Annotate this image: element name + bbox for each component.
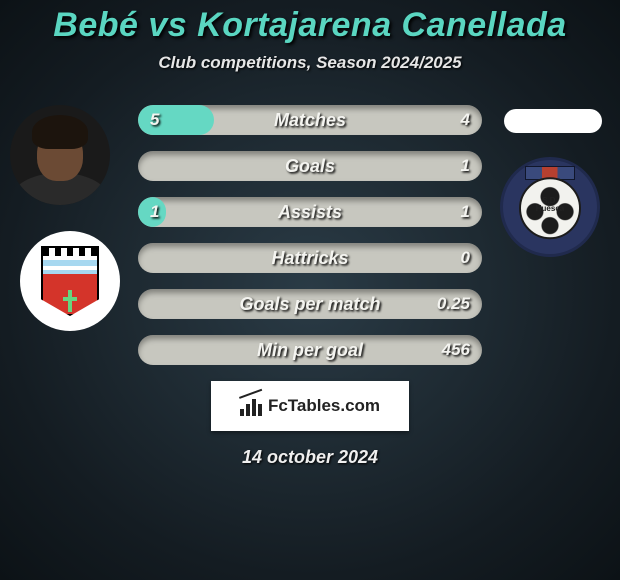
stat-label: Matches xyxy=(138,105,482,135)
celta-shield-icon xyxy=(41,246,99,316)
stat-value-right: 0 xyxy=(461,243,470,273)
huesca-shield-text: S.D. Huesca xyxy=(536,197,564,213)
stat-value-right: 0.25 xyxy=(437,289,470,319)
player-left-photo xyxy=(10,105,110,205)
stat-row: 5Matches4 xyxy=(138,105,482,135)
club-left-badge xyxy=(20,231,120,331)
stat-value-right: 1 xyxy=(461,151,470,181)
page-date: 14 october 2024 xyxy=(0,447,620,468)
brand-box: FcTables.com xyxy=(211,381,409,431)
player-right-photo-placeholder xyxy=(504,109,602,133)
stat-row: 1Assists1 xyxy=(138,197,482,227)
stat-label: Hattricks xyxy=(138,243,482,273)
page-subtitle: Club competitions, Season 2024/2025 xyxy=(0,53,620,73)
stat-label: Goals xyxy=(138,151,482,181)
page-title: Bebé vs Kortajarena Canellada xyxy=(0,0,620,45)
stat-row: Hattricks0 xyxy=(138,243,482,273)
stat-bars: 5Matches4Goals11Assists1Hattricks0Goals … xyxy=(138,105,482,365)
stat-label: Min per goal xyxy=(138,335,482,365)
stat-row: Min per goal456 xyxy=(138,335,482,365)
stat-row: Goals1 xyxy=(138,151,482,181)
fctables-logo-icon xyxy=(240,396,262,416)
stat-value-right: 1 xyxy=(461,197,470,227)
stat-label: Goals per match xyxy=(138,289,482,319)
content-area: S.D. Huesca 5Matches4Goals11Assists1Hatt… xyxy=(0,105,620,365)
brand-text: FcTables.com xyxy=(268,396,380,416)
stat-value-right: 456 xyxy=(442,335,470,365)
club-right-badge: S.D. Huesca xyxy=(500,157,600,257)
stat-value-right: 4 xyxy=(461,105,470,135)
stat-label: Assists xyxy=(138,197,482,227)
stat-row: Goals per match0.25 xyxy=(138,289,482,319)
